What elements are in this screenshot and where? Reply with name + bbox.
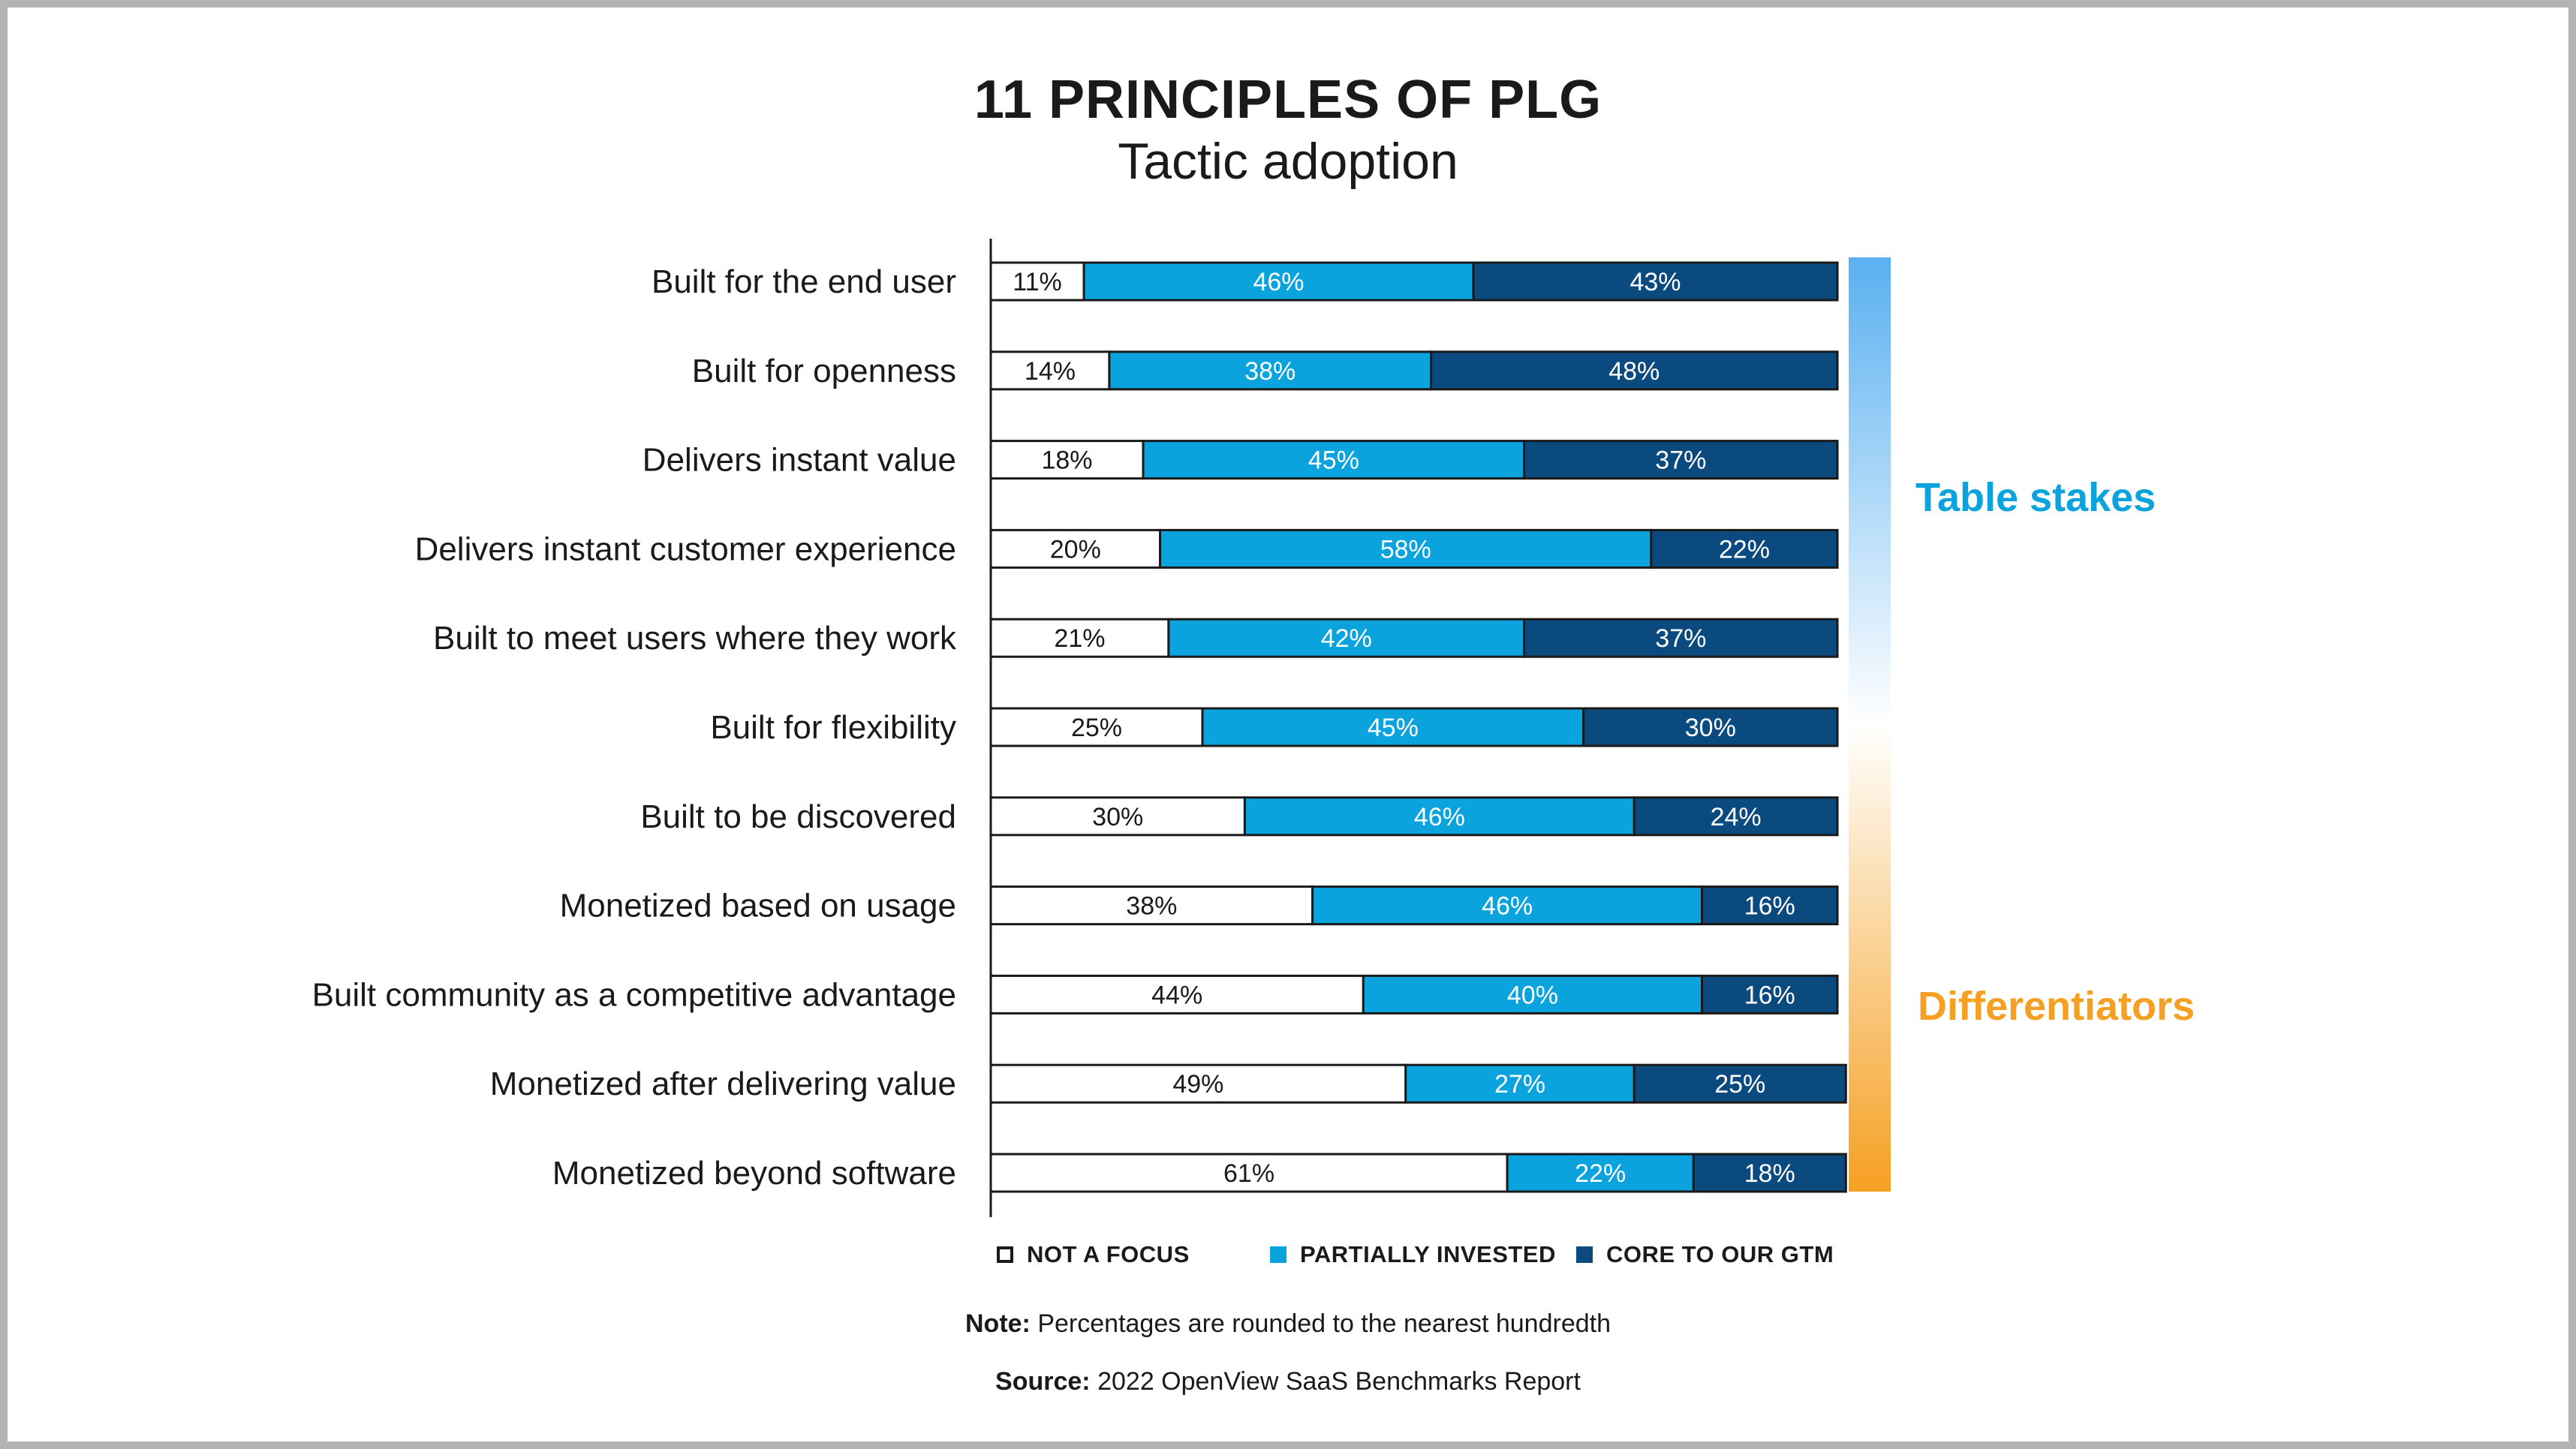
- data-label: 45%: [1308, 446, 1359, 475]
- legend-label: PARTIALLY INVESTED: [1300, 1241, 1556, 1267]
- data-label: 30%: [1685, 714, 1736, 742]
- data-label: 18%: [1744, 1159, 1795, 1188]
- legend-item-core-to-our-gtm: CORE TO OUR GTM: [1576, 1238, 1834, 1271]
- data-label: 38%: [1244, 357, 1296, 386]
- data-label: 16%: [1744, 981, 1795, 1009]
- data-label: 49%: [1172, 1070, 1223, 1099]
- side-gradient-scale: [1849, 257, 1891, 1192]
- bar-segment: [1523, 440, 1839, 480]
- data-label: 11%: [1013, 268, 1062, 296]
- data-label: 48%: [1608, 357, 1660, 386]
- bar-segment: [1633, 1063, 1847, 1104]
- bar-segment: [989, 707, 1204, 747]
- bar-segment: [1243, 796, 1636, 837]
- data-label: 20%: [1050, 535, 1101, 564]
- category-label: Built to meet users where they work: [433, 620, 957, 657]
- bar-segment: [989, 1153, 1509, 1193]
- legend-label: NOT A FOCUS: [1027, 1241, 1190, 1267]
- bar-segment: [1311, 885, 1704, 926]
- data-label: 37%: [1655, 624, 1706, 653]
- category-label: Built for openness: [692, 353, 956, 389]
- note-label: Note:: [965, 1309, 1031, 1338]
- bar-segment: [989, 618, 1170, 658]
- category-label: Monetized based on usage: [560, 888, 956, 924]
- category-label: Monetized beyond software: [552, 1155, 956, 1192]
- bar-segment: [1692, 1153, 1847, 1193]
- data-label: 30%: [1092, 803, 1143, 831]
- bar-segment: [989, 796, 1246, 837]
- data-label: 18%: [1041, 446, 1092, 475]
- bar-segment: [1523, 618, 1839, 658]
- bar-segment: [989, 974, 1365, 1015]
- category-label: Built for flexibility: [710, 709, 956, 746]
- bar-segment: [989, 350, 1111, 391]
- bar-segment: [1650, 528, 1839, 569]
- legend-swatch: [1576, 1246, 1593, 1263]
- bar-segment: [989, 261, 1085, 302]
- legend-swatch: [997, 1246, 1013, 1263]
- legend-item-partially-invested: PARTIALLY INVESTED: [1270, 1238, 1556, 1271]
- note: Note: Percentages are rounded to the nea…: [0, 1309, 2576, 1339]
- data-label: 58%: [1380, 535, 1431, 564]
- bar-segment: [1472, 261, 1839, 302]
- bar-segment: [1082, 261, 1475, 302]
- table-stakes-label: Table stakes: [1915, 475, 2156, 520]
- bar-segment: [1108, 350, 1433, 391]
- data-label: 42%: [1321, 624, 1372, 653]
- bar-segment: [1430, 350, 1839, 391]
- category-label: Monetized after delivering value: [490, 1066, 956, 1102]
- legend-swatch: [1270, 1246, 1286, 1263]
- data-label: 38%: [1126, 892, 1177, 921]
- note-text: Percentages are rounded to the nearest h…: [1030, 1309, 1611, 1338]
- data-label: 24%: [1711, 803, 1762, 831]
- bar-segment: [1404, 1063, 1636, 1104]
- category-label: Built to be discovered: [640, 798, 956, 835]
- data-label: 27%: [1494, 1070, 1545, 1099]
- bar-segment: [1142, 440, 1526, 480]
- category-label: Delivers instant value: [642, 442, 956, 479]
- data-label: 16%: [1744, 892, 1795, 921]
- legend-item-not-a-focus: NOT A FOCUS: [997, 1238, 1190, 1271]
- data-label: 22%: [1575, 1159, 1626, 1188]
- category-label: Built community as a competitive advanta…: [312, 976, 956, 1013]
- data-label: 43%: [1630, 268, 1681, 296]
- data-label: 46%: [1482, 892, 1533, 921]
- data-label: 46%: [1414, 803, 1465, 831]
- category-label: Built for the end user: [652, 263, 956, 300]
- data-label: 46%: [1253, 268, 1304, 296]
- data-label: 14%: [1025, 357, 1076, 386]
- data-label: 25%: [1071, 714, 1122, 742]
- bar-segment: [1701, 974, 1839, 1015]
- chart-subtitle: Tactic adoption: [1118, 133, 1458, 190]
- chart-title: 11 PRINCIPLES OF PLG: [974, 70, 1602, 130]
- source-label: Source:: [995, 1367, 1091, 1396]
- data-label: 37%: [1655, 446, 1706, 475]
- bar-segment: [989, 885, 1314, 926]
- bar-segment: [989, 528, 1162, 569]
- bar-segment: [1701, 885, 1839, 926]
- source-text: 2022 OpenView SaaS Benchmarks Report: [1090, 1367, 1581, 1396]
- data-label: 40%: [1507, 981, 1558, 1009]
- legend-label: CORE TO OUR GTM: [1606, 1241, 1834, 1267]
- data-label: 45%: [1368, 714, 1419, 742]
- data-label: 21%: [1054, 624, 1105, 653]
- data-label: 61%: [1223, 1159, 1274, 1188]
- data-label: 25%: [1714, 1070, 1765, 1099]
- differentiators-label: Differentiators: [1918, 984, 2195, 1029]
- data-label: 22%: [1719, 535, 1770, 564]
- bar-segment: [989, 1063, 1407, 1104]
- data-label: 44%: [1151, 981, 1202, 1009]
- category-label: Delivers instant customer experience: [415, 531, 956, 567]
- bar-segment: [1506, 1153, 1695, 1193]
- bar-segment: [1582, 707, 1839, 747]
- bar-segment: [1633, 796, 1839, 837]
- source: Source: 2022 OpenView SaaS Benchmarks Re…: [0, 1367, 2576, 1396]
